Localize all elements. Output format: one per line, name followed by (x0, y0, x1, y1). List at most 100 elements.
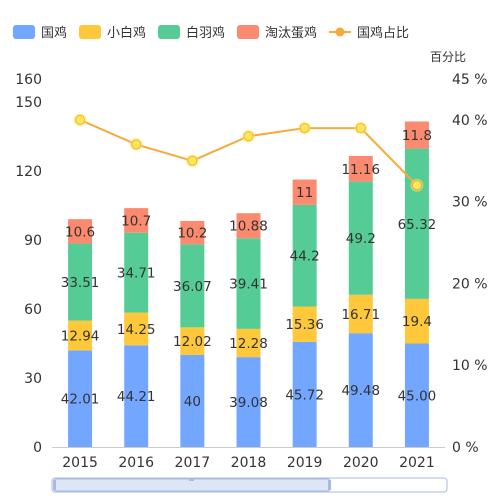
bar-value-label: 40 (184, 394, 201, 410)
x-tick-label: 2017 (175, 455, 211, 471)
bar-segment (68, 219, 93, 244)
bar-segment (292, 204, 317, 307)
legend-label: 白羽鸡 (186, 25, 225, 41)
slider-handle-right[interactable] (328, 480, 331, 490)
legend-swatch (237, 25, 259, 39)
legend-swatch (79, 25, 101, 39)
bar-value-label: 14.25 (117, 322, 156, 338)
bar-segment (236, 213, 261, 239)
bar-segment (292, 179, 317, 205)
y-left-tick-label: 150 (15, 95, 42, 111)
bar-segment (180, 220, 205, 245)
x-tick-label: 2019 (287, 455, 323, 471)
y-right-tick-label: 45 % (452, 72, 488, 88)
x-tick-label: 2018 (231, 455, 267, 471)
bar-segment (348, 181, 373, 295)
ratio-point (299, 123, 310, 134)
y-right-tick-label: 10 % (452, 358, 488, 374)
y-left-tick-label: 160 (15, 72, 42, 88)
bar-segment (180, 244, 205, 328)
bar-segment (348, 294, 373, 334)
bar-value-label: 34.71 (117, 266, 156, 282)
bar-value-label: 12.02 (173, 334, 212, 350)
y-right-tick-label: 20 % (452, 276, 488, 292)
bar-value-label: 44.21 (117, 389, 156, 405)
x-tick-label: 2020 (343, 455, 379, 471)
bar-value-label: 49.48 (341, 383, 380, 399)
bar-value-label: 10.2 (177, 226, 207, 242)
bar-value-label: 42.01 (61, 392, 100, 408)
x-tick-label: 2015 (62, 455, 98, 471)
y-left-tick-label: 120 (15, 164, 42, 180)
bar-value-label: 11.16 (341, 162, 380, 178)
bar-value-label: 10.7 (121, 213, 151, 229)
bar-value-label: 45.72 (285, 387, 324, 403)
legend-label: 国鸡占比 (357, 25, 409, 41)
bar-segment (124, 232, 149, 313)
bar-segment (68, 243, 93, 321)
bar-value-label: 12.94 (61, 328, 100, 344)
axes: 0 30 60 90 120 150 160 0 % 10 % 20 % 30 % 40 % 45 % 百… (15, 50, 487, 471)
legend: 国鸡 小白鸡 白羽鸡 淘汰蛋鸡 国鸡占比 (13, 25, 409, 41)
bar-segment (124, 345, 149, 447)
bar-segment (404, 343, 429, 447)
bar-value-label: 16.71 (341, 307, 380, 323)
bar-segment (348, 333, 373, 447)
bar-value-label: 33.51 (61, 275, 100, 291)
y-left-tick-label: 30 (24, 371, 42, 387)
bars (68, 121, 429, 447)
y-right-tick-label: 0 % (452, 440, 479, 456)
bar-value-label: 11.8 (402, 128, 432, 144)
bar-segment (348, 155, 373, 182)
bar-segment (124, 312, 149, 346)
bar-value-label: 10.88 (229, 219, 268, 235)
bar-value-label: 11 (296, 185, 313, 201)
bar-segment (68, 320, 93, 351)
bar-value-label: 39.41 (229, 277, 268, 293)
bar-value-label: 19.4 (402, 314, 432, 330)
legend-swatch (158, 25, 180, 39)
y-right-axis-name: 百分比 (430, 50, 466, 64)
legend-point-swatch (335, 27, 345, 37)
bar-segment (236, 238, 261, 329)
bar-segment (404, 148, 429, 299)
bar-segment (68, 350, 93, 447)
data-zoom-slider[interactable] (51, 477, 448, 493)
bar-value-label: 49.2 (346, 231, 376, 247)
legend-label: 国鸡 (41, 25, 67, 41)
bar-value-label: 10.6 (65, 224, 95, 240)
legend-swatch (13, 25, 35, 39)
ratio-line (73, 113, 424, 192)
bar-segment (404, 121, 429, 149)
bar-value-label: 36.07 (173, 279, 212, 295)
legend-label: 小白鸡 (107, 25, 146, 41)
legend-label: 淘汰蛋鸡 (265, 25, 317, 41)
ratio-point (411, 180, 422, 191)
bar-value-label: 45.00 (398, 388, 437, 404)
bar-segment (404, 298, 429, 344)
bar-value-label: 15.36 (285, 317, 324, 333)
bar-segment (124, 208, 149, 233)
ratio-point (131, 139, 142, 150)
bar-value-label: 65.32 (398, 217, 437, 233)
bar-value-label: 12.28 (229, 336, 268, 352)
bar-segment (180, 327, 205, 355)
y-left-tick-label: 90 (24, 233, 42, 249)
slider-handle-left[interactable] (53, 480, 56, 490)
ratio-point (355, 123, 366, 134)
bar-segment (180, 355, 205, 447)
bar-segment (292, 306, 317, 342)
bar-labels: 42.01 12.94 33.51 10.6 44.21 14.25 34.71 10.7 40… (61, 128, 437, 411)
y-left-tick-label: 60 (24, 302, 42, 318)
bar-segment (236, 328, 261, 358)
bar-segment (292, 341, 317, 447)
y-right-tick-label: 30 % (452, 195, 488, 211)
y-right-tick-label: 40 % (452, 113, 488, 129)
ratio-point (187, 155, 198, 166)
ratio-point (75, 114, 86, 125)
bar-value-label: 44.2 (290, 249, 320, 265)
x-tick-label: 2021 (399, 455, 435, 471)
slider-grip (189, 478, 194, 481)
bar-segment (236, 357, 261, 447)
